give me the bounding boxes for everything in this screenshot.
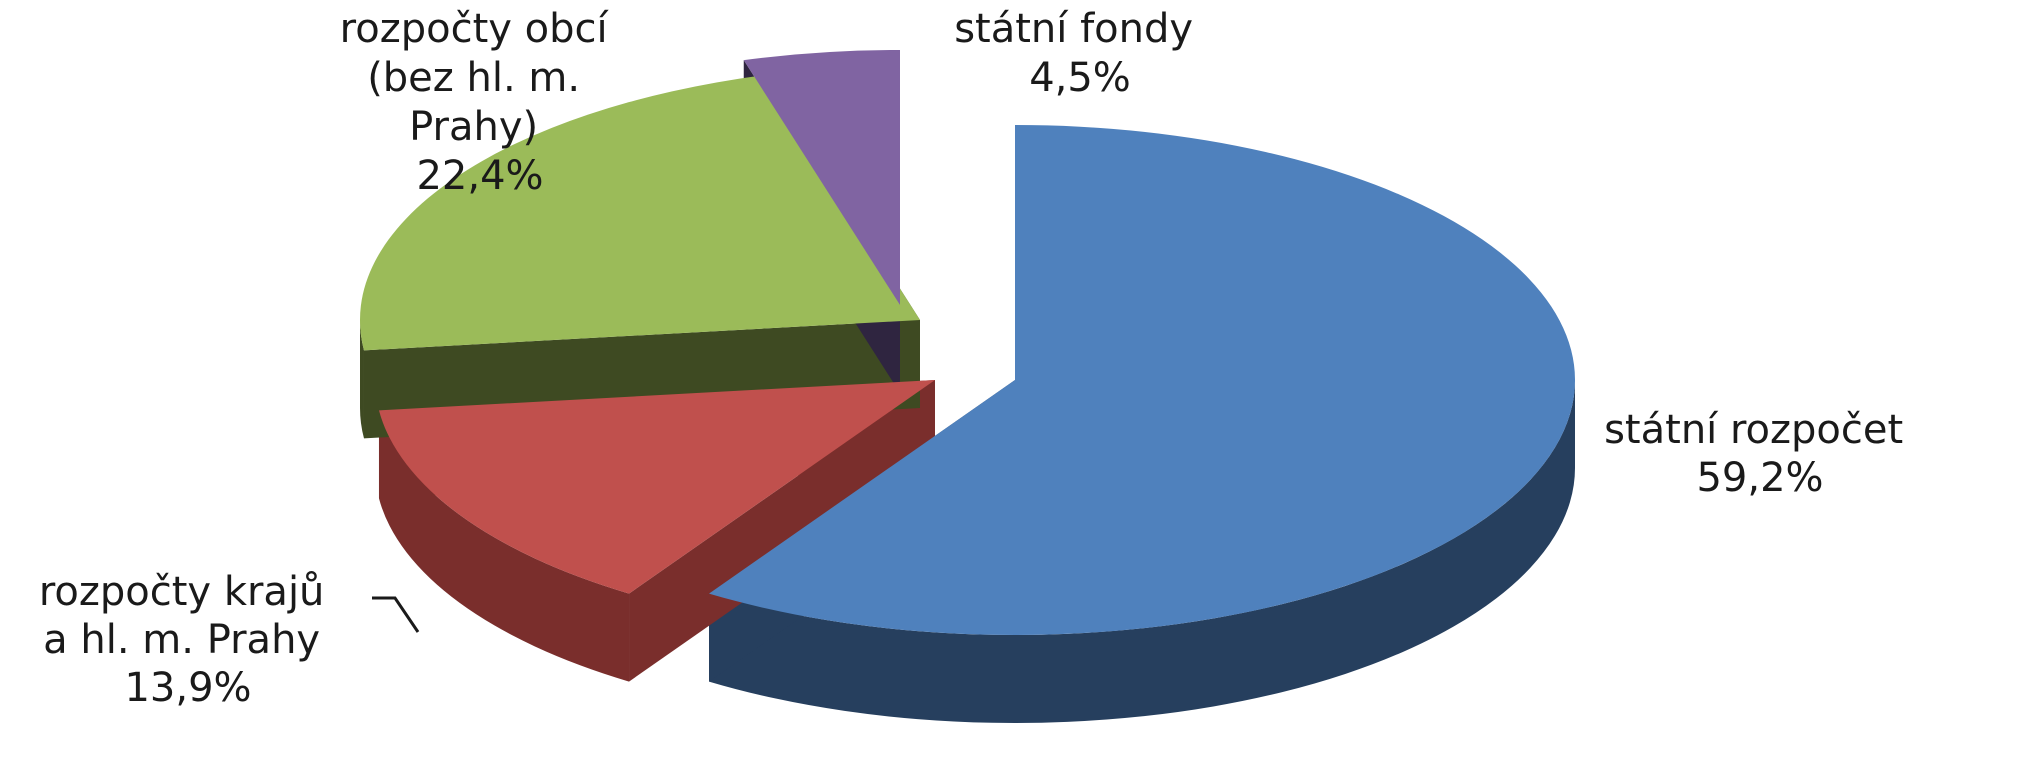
slice-label-statni-rozpocet: státní rozpočet 59,2% [1604,407,1916,501]
slice-label-rozpocty-obci: rozpočty obcí (bez hl. m. Prahy) 22,4% [340,6,621,199]
slice-label-line: a hl. m. Prahy [43,617,320,663]
slice-statni-fondy [743,50,900,305]
slice-wall-rozpocty-obci [360,320,364,439]
leader-line-krajske [372,596,420,633]
slice-wall-rozpocty-kraju [378,410,630,682]
slice-label-line: Prahy) [409,104,538,150]
slice-value-label: 13,9% [124,665,251,711]
slice-value-label: 22,4% [416,153,543,199]
slice-value-label: 59,2% [1696,455,1823,501]
slice-label-line: rozpočty obcí [340,6,610,52]
slice-value-label: 4,5% [1029,55,1131,101]
slice-label-rozpocty-kraju: rozpočty krajů a hl. m. Prahy 13,9% [39,569,337,711]
slice-tops [360,50,1575,635]
slice-label-line: státní fondy [954,6,1193,52]
slice-rozpocty-obci [360,75,920,351]
slice-statni-rozpocet [709,125,1575,635]
slice-label-statni-fondy: státní fondy 4,5% [954,6,1206,101]
slice-label-line: rozpočty krajů [39,569,325,615]
slice-wall-statni-rozpocet [709,380,1575,723]
slice-rozpocty-kraju [378,380,936,594]
slice-label-line: státní rozpočet [1604,407,1903,453]
slice-label-line: (bez hl. m. [367,55,580,101]
